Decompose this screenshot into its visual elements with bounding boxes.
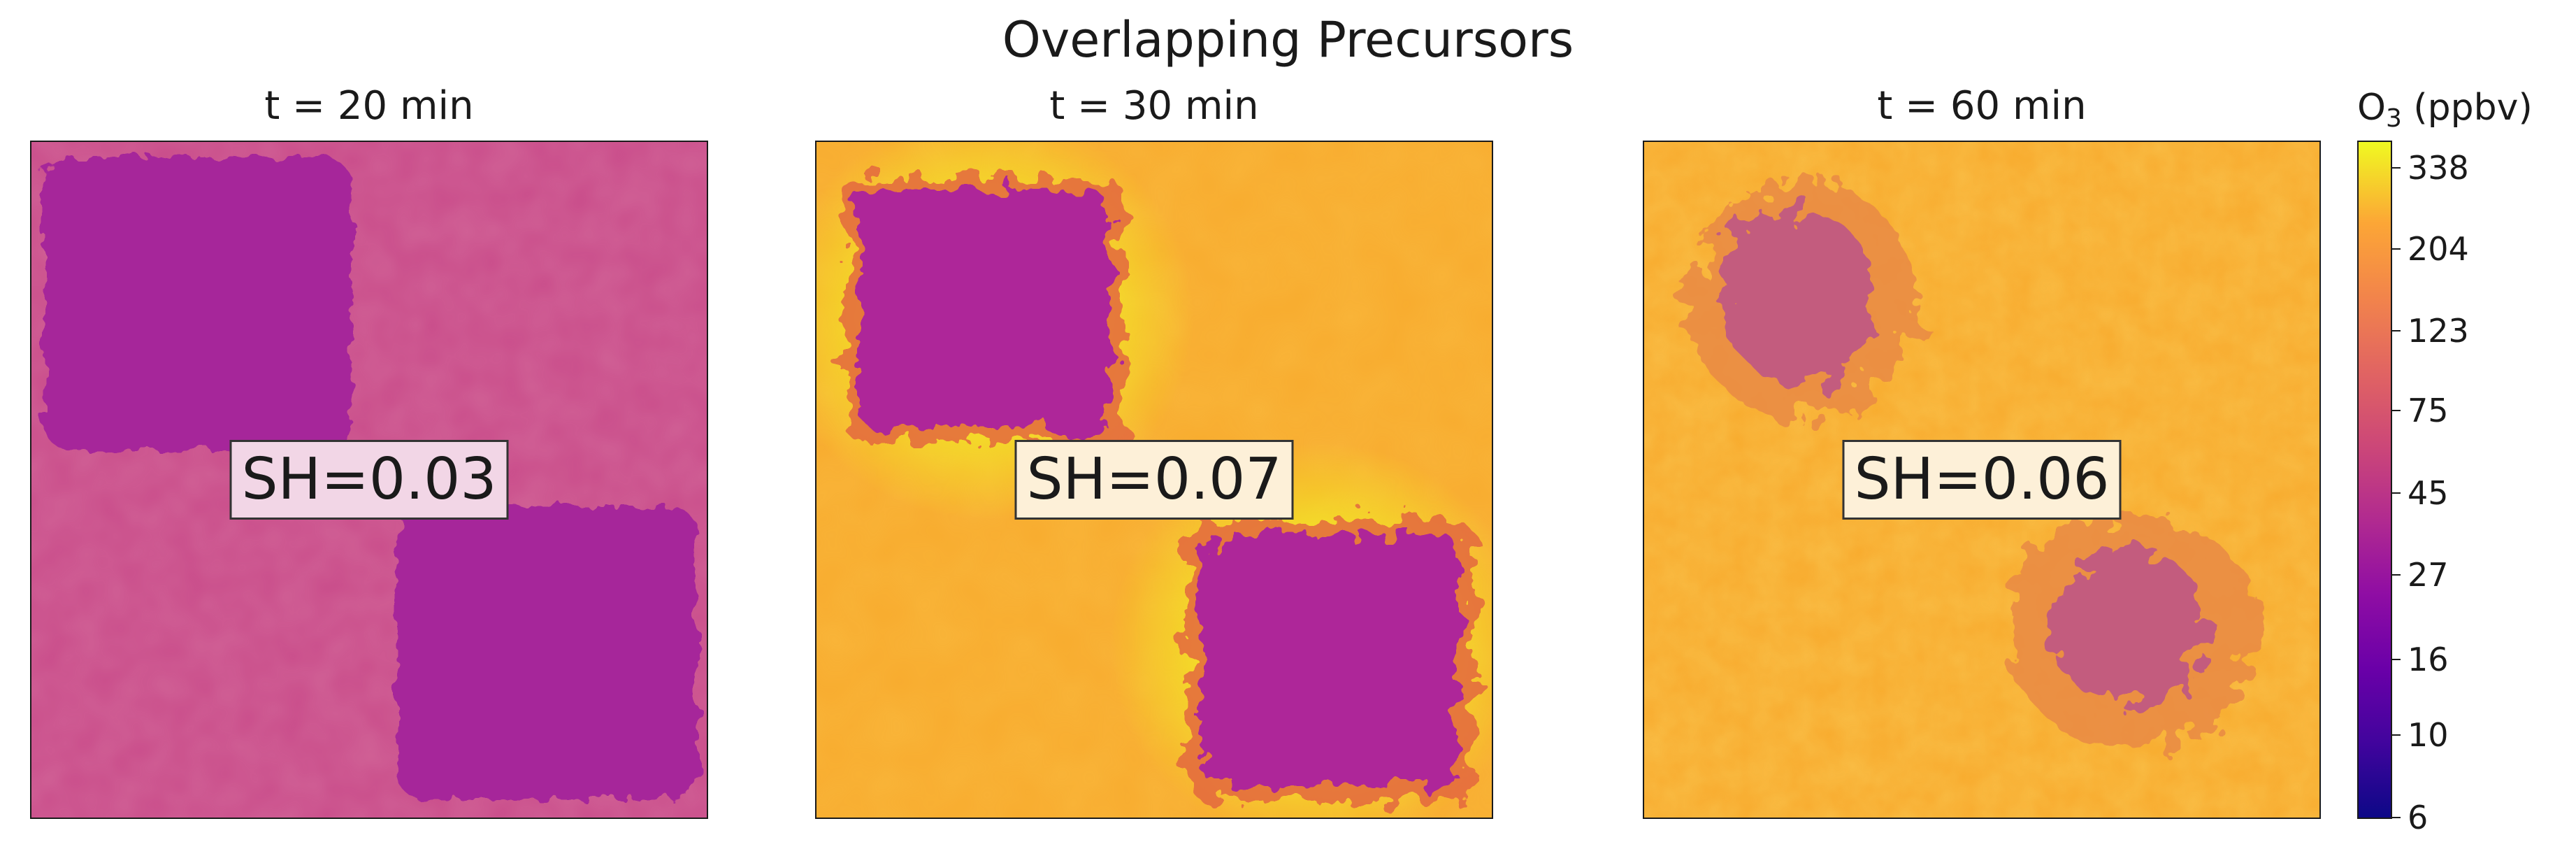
sh-annotation: SH=0.06 <box>1842 440 2122 520</box>
colorbar-label: O3 (ppbv) <box>2357 87 2533 133</box>
colorbar-tick <box>2391 409 2401 411</box>
colorbar-tick <box>2391 492 2401 494</box>
figure-title: Overlapping Precursors <box>1002 11 1574 69</box>
heatmap-plot: SH=0.03 <box>30 141 708 819</box>
colorbar-tick <box>2391 734 2401 736</box>
colorbar-tick-label: 45 <box>2408 473 2449 512</box>
colorbar-tick <box>2391 248 2401 250</box>
panel-title: t = 30 min <box>1049 83 1259 129</box>
low-ozone-patch <box>2046 548 2207 701</box>
colorbar <box>2357 141 2392 819</box>
colorbar-tick <box>2391 166 2401 169</box>
low-ozone-patch <box>858 191 1110 429</box>
colorbar-tick-label: 6 <box>2408 799 2429 836</box>
low-ozone-patch <box>44 157 352 451</box>
colorbar-tick <box>2391 817 2401 818</box>
colorbar-tick-label: 338 <box>2408 148 2469 187</box>
sh-annotation: SH=0.07 <box>1014 440 1294 520</box>
low-ozone-patch <box>396 506 697 799</box>
heatmap-plot: SH=0.06 <box>1643 141 2321 819</box>
heatmap-plot: SH=0.07 <box>815 141 1493 819</box>
panel-title: t = 20 min <box>264 83 474 129</box>
colorbar-tick-label: 75 <box>2408 391 2449 429</box>
colorbar-tick <box>2391 658 2401 660</box>
low-ozone-patch <box>1721 208 1875 383</box>
colorbar-tick <box>2391 574 2401 576</box>
colorbar-tick <box>2391 329 2401 331</box>
colorbar-tick-label: 27 <box>2408 556 2449 594</box>
colorbar-tick-label: 16 <box>2408 640 2449 678</box>
colorbar-tick-label: 123 <box>2408 311 2469 350</box>
sh-annotation: SH=0.03 <box>229 440 509 520</box>
low-ozone-patch <box>1201 534 1460 785</box>
colorbar-tick-label: 204 <box>2408 230 2469 269</box>
panel-title: t = 60 min <box>1877 83 2087 129</box>
colorbar-tick-label: 10 <box>2408 716 2449 755</box>
